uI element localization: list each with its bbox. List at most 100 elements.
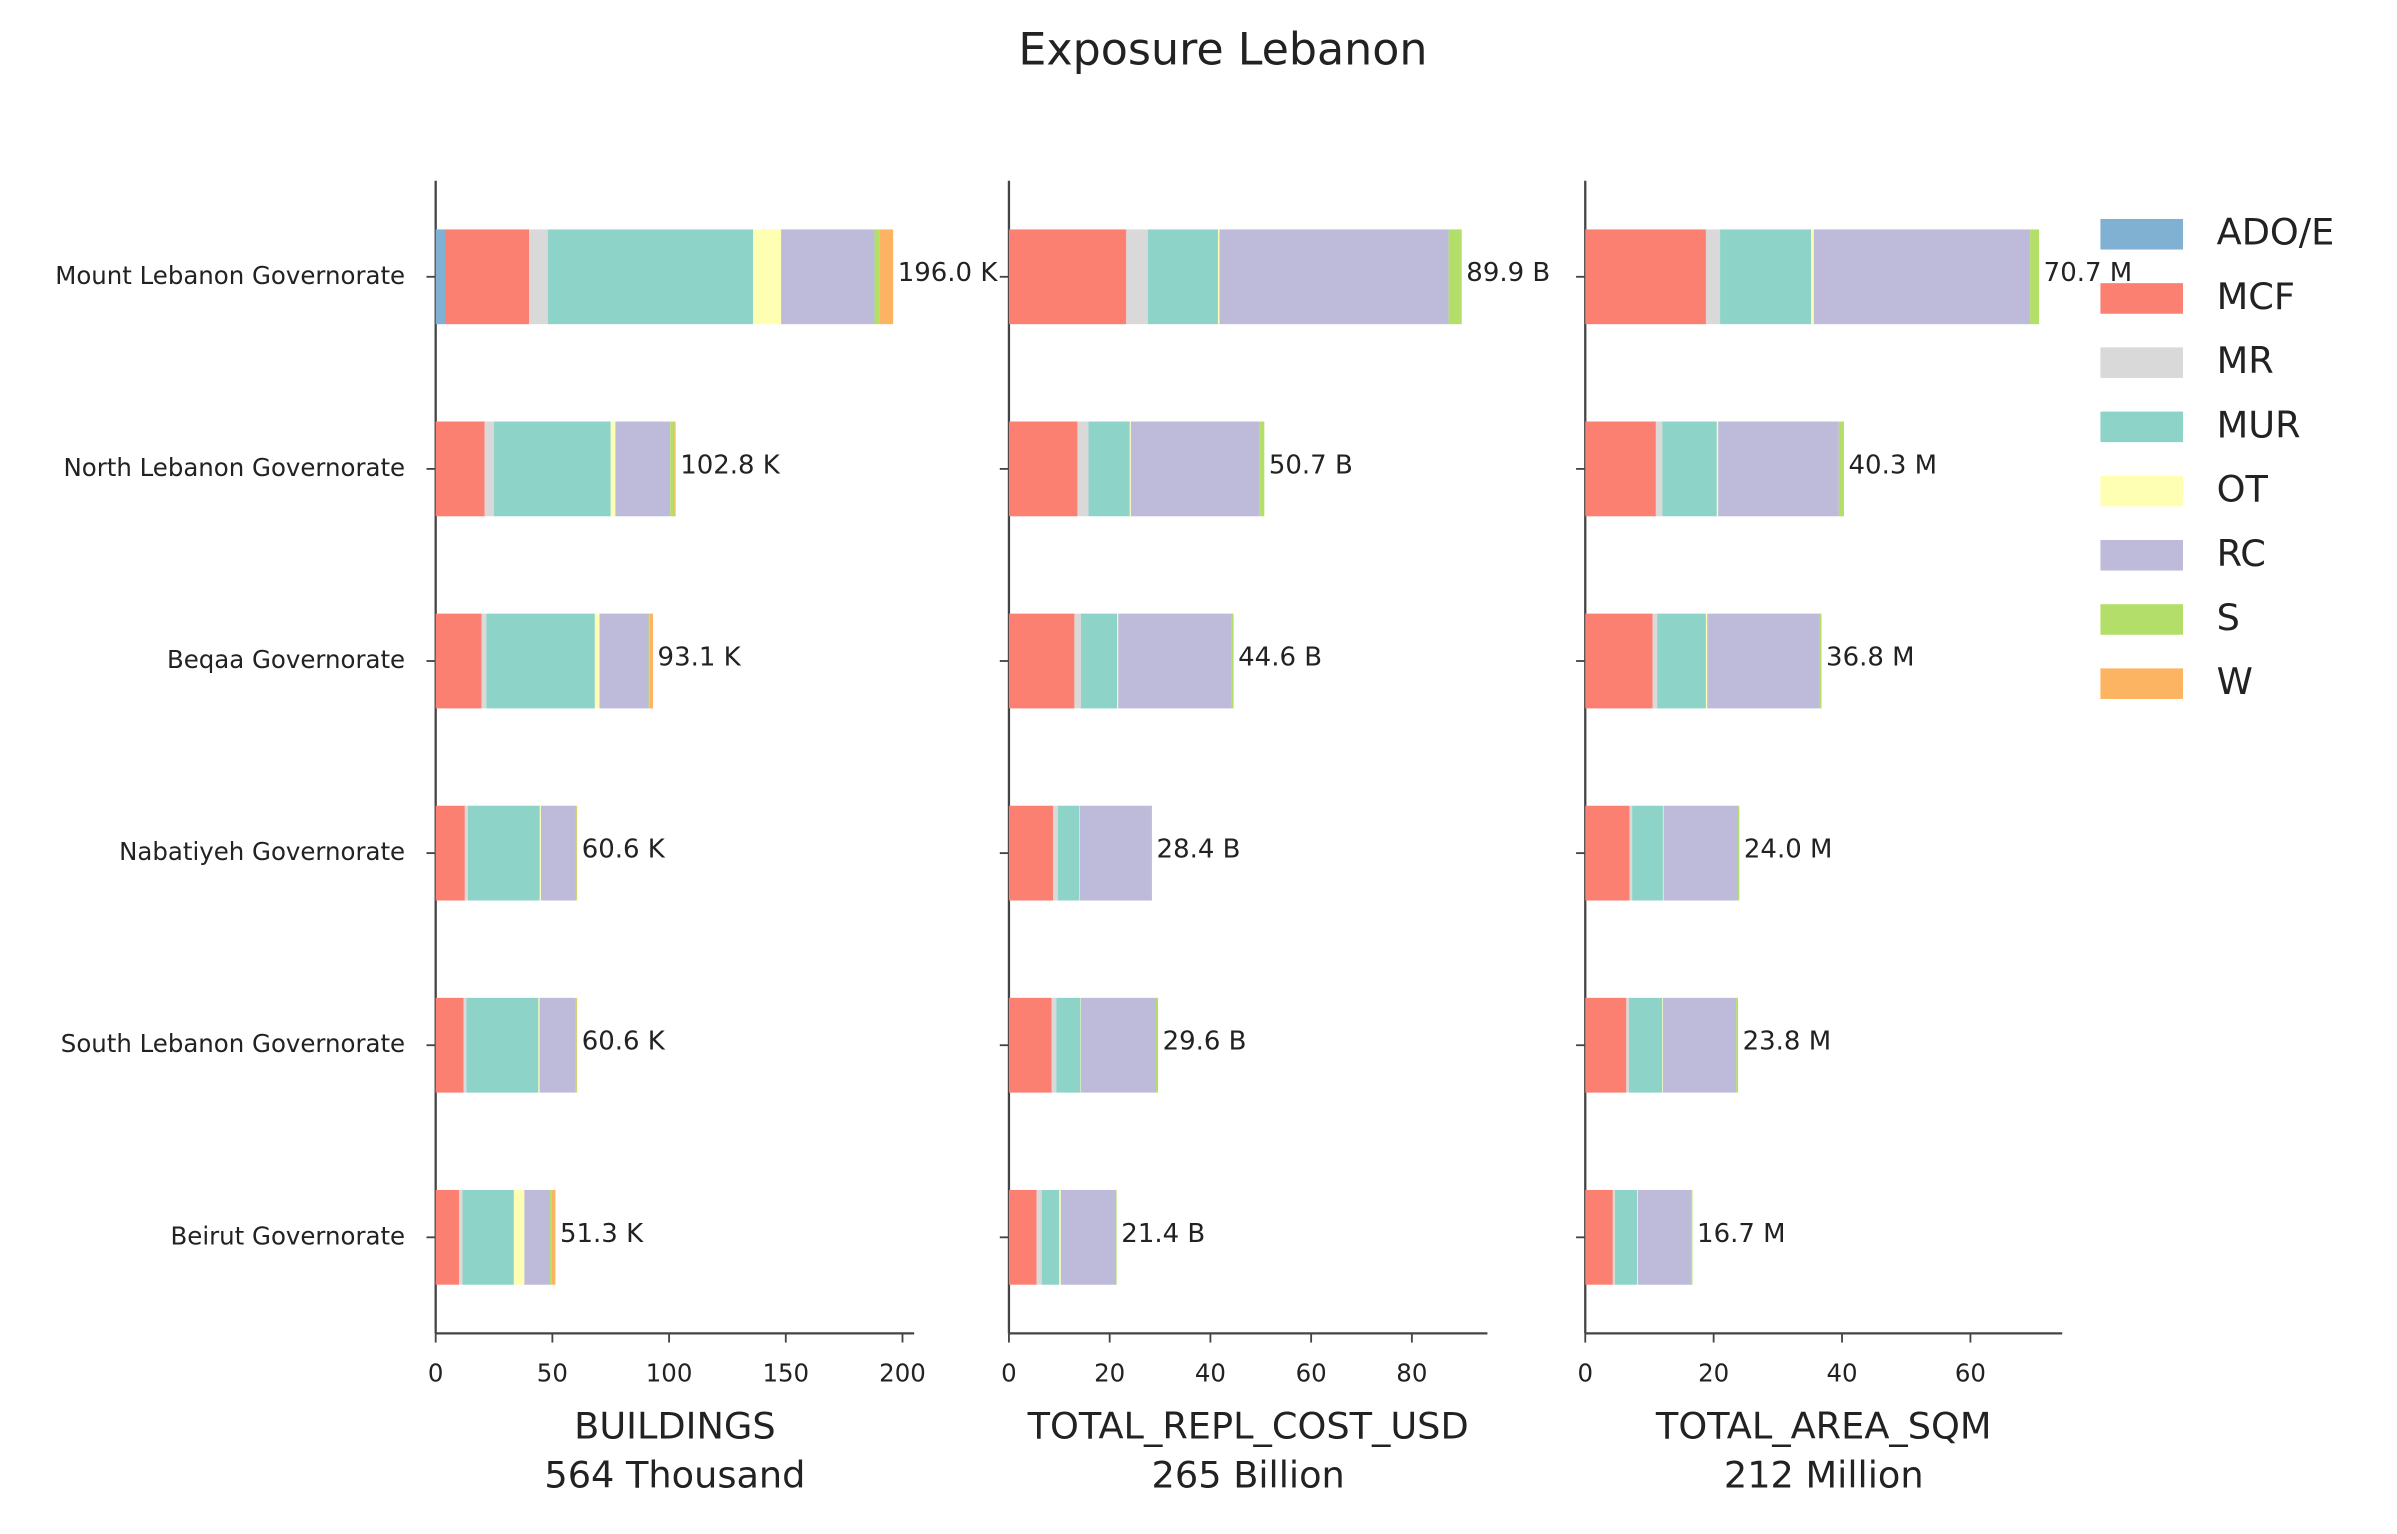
legend-swatch [2100,604,2183,635]
total-label: 89.9 B [1466,258,1550,288]
total-label: 21.4 B [1121,1219,1205,1249]
total-label: 93.1 K [658,642,742,672]
bar-segment [1036,1189,1042,1285]
bar-segment [674,421,676,517]
legend-label: MUR [2217,403,2301,446]
bar-segment [1008,805,1054,901]
bar-segment [513,1189,525,1285]
bar-segment [462,1189,514,1285]
bar-segment [1074,613,1081,709]
bar-segment [1079,805,1080,901]
legend-swatch [2100,475,2183,507]
bar-segment [1150,805,1152,901]
bar-segment [484,421,495,517]
total-label: 24.0 M [1744,835,1832,865]
bar-segment [1663,805,1739,901]
legend-label: RC [2217,532,2266,575]
y-tick-label: Nabatiyeh Governorate [119,837,405,866]
bar-segment [481,613,487,709]
bar-segment [1059,1189,1061,1285]
bar-segment [1057,805,1080,901]
total-label: 23.8 M [1743,1027,1831,1057]
bar-segment [1129,421,1131,517]
bar-segment [435,421,485,517]
bar-segment [575,805,577,901]
legend-swatch [2100,283,2183,314]
bar-segment [1705,613,1708,709]
bar-segment [649,613,653,709]
bar-segment [550,1189,552,1285]
x-tick-label: 0 [1577,1359,1593,1388]
bar-segment [1662,997,1737,1093]
bar-segment [1819,613,1822,709]
bar-segment [1662,421,1717,517]
bar-segment [1637,1189,1638,1285]
bar-segment [1707,613,1820,709]
bar-segment [464,805,468,901]
bar-segment [445,229,530,325]
x-tick-label: 200 [879,1359,926,1388]
legend-label: ADO/E [2217,211,2335,254]
bar-segment [1219,229,1449,325]
x-tick-label: 60 [1955,1359,1986,1388]
bar-segment [1585,805,1630,901]
chart-title: Exposure Lebanon [1018,24,1427,75]
legend-label: MCF [2217,275,2295,318]
bar-segment [1217,229,1220,325]
bar-segment [1147,229,1218,325]
bar-segment [1008,613,1075,709]
bar-segment [435,1189,460,1285]
bar-segment [1614,1189,1638,1285]
x-tick-label: 20 [1094,1359,1125,1388]
bar-segment [547,229,754,325]
bar-segment [1652,613,1658,709]
x-axis-title: BUILDINGS [574,1405,775,1448]
bar-segment [1736,997,1739,1093]
bar-segment [1056,997,1081,1093]
legend-swatch [2100,218,2183,250]
bar-segment [1088,421,1130,517]
bar-segment [1008,421,1078,517]
legend-label: MR [2217,339,2274,382]
total-label: 28.4 B [1157,835,1241,865]
x-tick-label: 20 [1698,1359,1729,1388]
x-tick-label: 40 [1195,1359,1226,1388]
total-label: 50.7 B [1269,450,1353,480]
bar-segment [753,229,782,325]
total-label: 40.3 M [1849,450,1937,480]
x-tick-label: 0 [1001,1359,1017,1388]
bar-segment [1637,1189,1692,1285]
x-axis-subtitle: 564 Thousand [544,1454,805,1497]
legend-label: W [2217,660,2253,703]
bar-segment [1080,997,1081,1093]
bar-segment [1585,997,1627,1093]
bar-segment [540,805,576,901]
legend-label: S [2217,596,2240,639]
bar-segment [1126,229,1148,325]
total-label: 36.8 M [1826,642,1914,672]
legend-swatch [2100,347,2183,378]
bar-segment [1718,421,1839,517]
bar-segment [1662,997,1663,1093]
bar-segment [1080,613,1118,709]
x-axis-subtitle: 212 Million [1724,1454,1924,1497]
bar-segment [1585,613,1653,709]
bar-segment [551,1189,556,1285]
bar-segment [1259,421,1265,517]
bar-segment [781,229,875,325]
bar-segment [466,997,539,1093]
bar-segment [529,229,548,325]
bar-segment [2030,229,2040,325]
total-label: 16.7 M [1697,1219,1785,1249]
total-label: 60.6 K [582,835,666,865]
bar-segment [1051,997,1057,1093]
x-tick-label: 0 [428,1359,444,1388]
bar-segment [1008,1189,1037,1285]
bar-segment [1079,805,1151,901]
bar-segment [1585,421,1656,517]
bar-segment [1156,997,1159,1093]
bar-segment [1655,421,1663,517]
bar-segment [538,997,540,1093]
